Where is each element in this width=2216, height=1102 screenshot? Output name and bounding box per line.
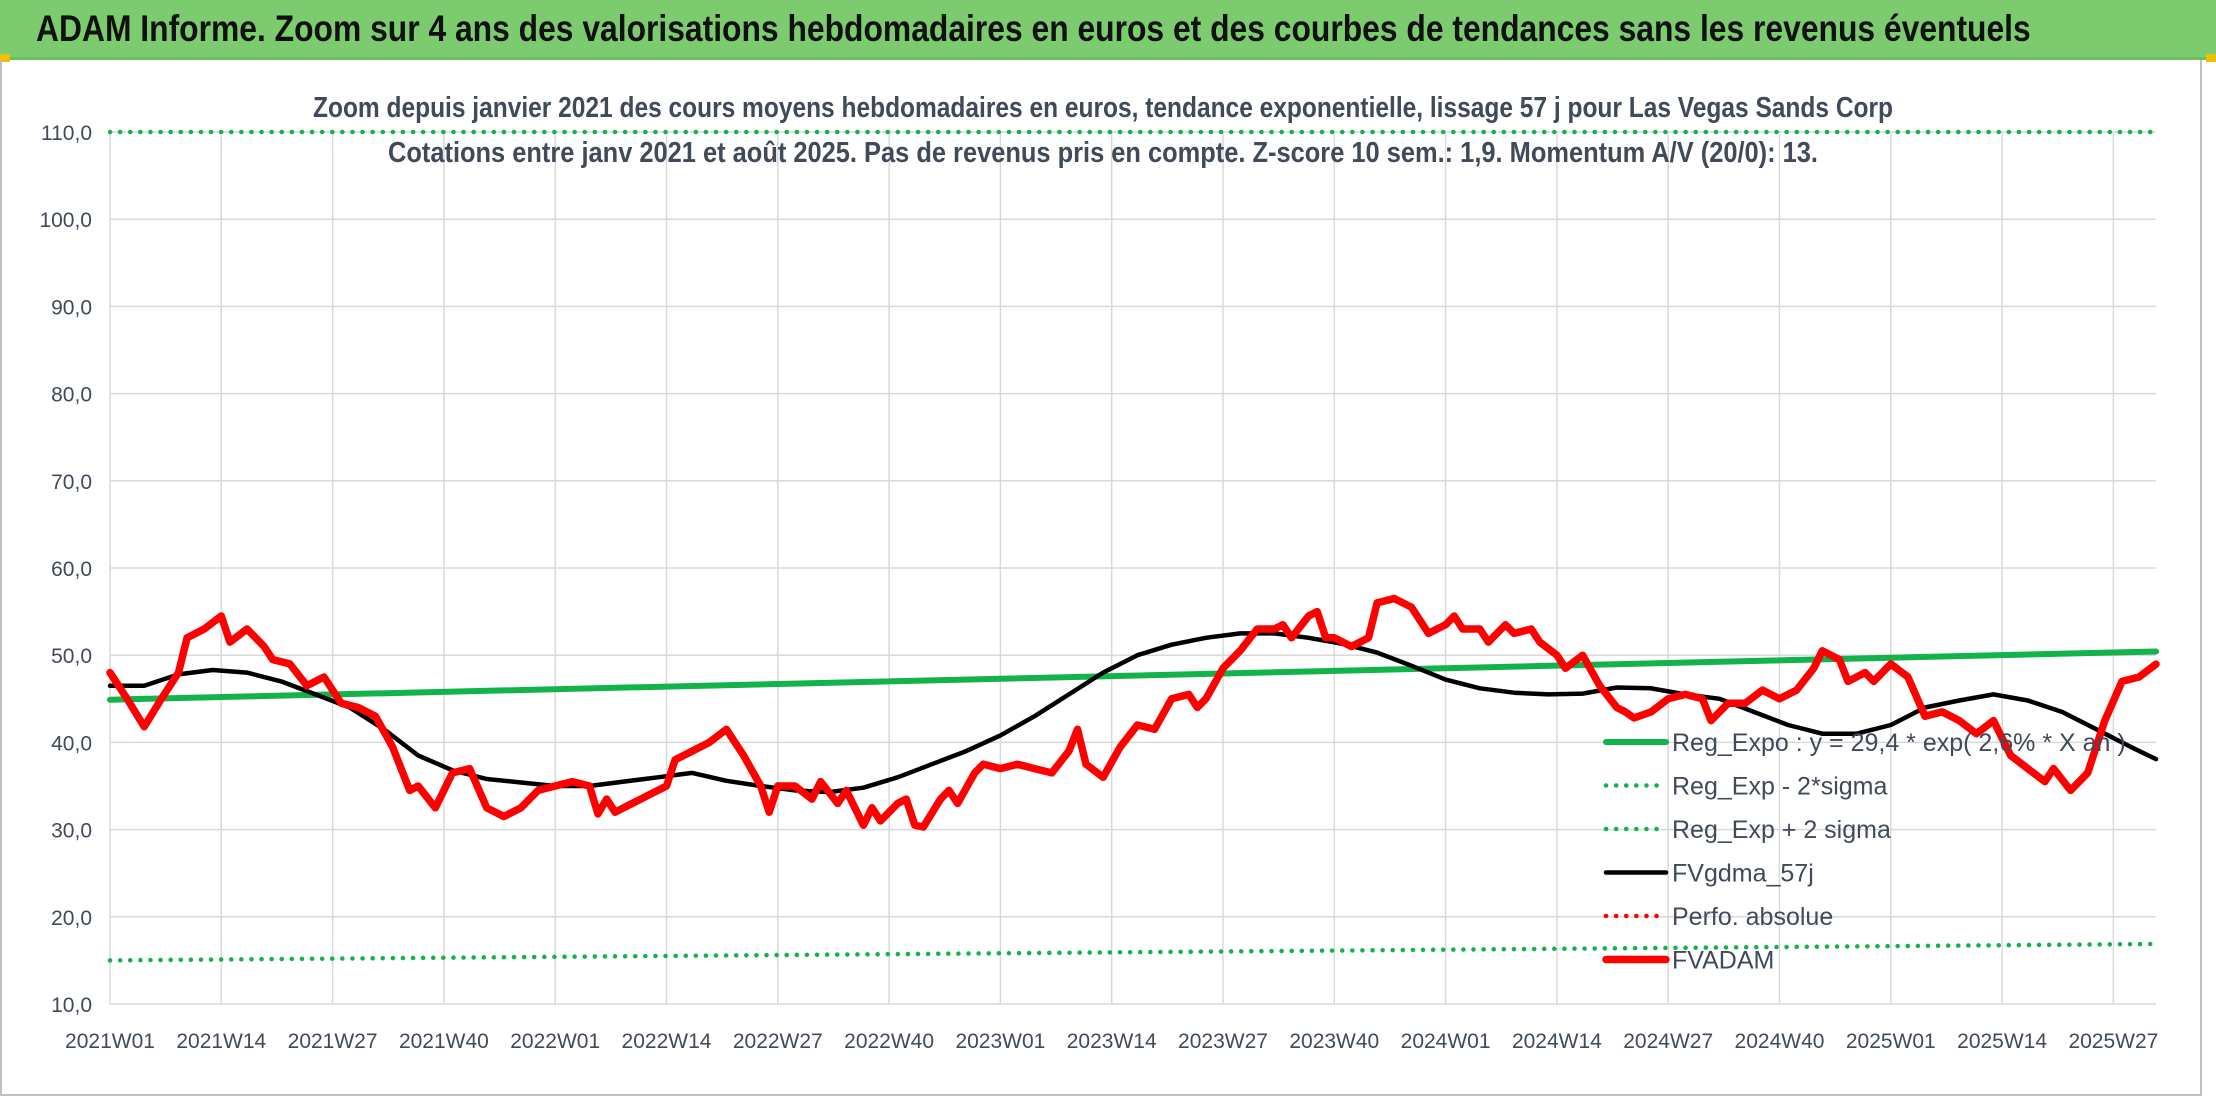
x-tick-label: 2024W14 xyxy=(1512,1030,1602,1053)
legend-label: Perfo. absolue xyxy=(1672,903,1833,931)
series-line xyxy=(106,594,2160,831)
x-tick-label: 2023W01 xyxy=(955,1030,1045,1053)
x-tick-label: 2024W01 xyxy=(1401,1030,1491,1053)
x-tick-label: 2022W14 xyxy=(622,1030,712,1053)
legend-label: FVADAM xyxy=(1672,947,1774,975)
x-tick-label: 2022W27 xyxy=(733,1030,823,1053)
report-title: ADAM Informe. Zoom sur 4 ans des valoris… xyxy=(36,8,2031,49)
legend-label: FVgdma_57j xyxy=(1672,860,1814,888)
x-tick-label: 2021W27 xyxy=(288,1030,378,1053)
x-tick-label: 2023W27 xyxy=(1178,1030,1268,1053)
chart-grid xyxy=(109,131,2156,1005)
legend-label: Reg_Exp + 2 sigma xyxy=(1672,816,1891,844)
banner-accent-right xyxy=(2206,54,2216,62)
y-tick-label: 40,0 xyxy=(51,732,92,755)
x-tick-label: 2021W14 xyxy=(176,1030,266,1053)
y-tick-label: 90,0 xyxy=(51,296,92,319)
x-tick-label: 2023W14 xyxy=(1067,1030,1157,1053)
x-tick-label: 2021W01 xyxy=(65,1030,155,1053)
chart-frame xyxy=(0,60,2202,1096)
chart-series xyxy=(106,129,2160,963)
y-tick-label: 80,0 xyxy=(51,384,92,407)
report-banner: ADAM Informe. Zoom sur 4 ans des valoris… xyxy=(0,0,2216,60)
y-tick-label: 20,0 xyxy=(51,907,92,930)
y-tick-label: 50,0 xyxy=(51,645,92,668)
y-tick-label: 70,0 xyxy=(51,471,92,494)
legend-label: Reg_Exp - 2*sigma xyxy=(1672,773,1887,801)
y-tick-label: 60,0 xyxy=(51,558,92,581)
x-tick-label: 2025W14 xyxy=(1957,1030,2047,1053)
banner-accent-left xyxy=(0,54,10,62)
x-axis-ticks: 2021W01 2021W14 2021W27 2021W40 2022W01 2022W… xyxy=(65,1030,2158,1053)
chart-title-line1: Zoom depuis janvier 2021 des cours moyen… xyxy=(313,92,1893,124)
x-tick-label: 2025W27 xyxy=(2068,1030,2158,1053)
chart-title-line2: Cotations entre janv 2021 et août 2025. … xyxy=(388,137,1818,169)
x-tick-label: 2025W01 xyxy=(1846,1030,1936,1053)
y-tick-label: 100,0 xyxy=(39,209,92,232)
x-tick-label: 2024W27 xyxy=(1623,1030,1713,1053)
x-tick-label: 2022W40 xyxy=(844,1030,934,1053)
x-tick-label: 2023W40 xyxy=(1289,1030,1379,1053)
y-tick-label: 110,0 xyxy=(41,122,92,145)
y-tick-label: 10,0 xyxy=(51,994,92,1017)
y-tick-label: 30,0 xyxy=(51,820,92,843)
y-axis-ticks: 10,0 20,0 30,0 40,0 50,0 60,0 70,0 80,0 90,0 100,… xyxy=(39,122,92,1017)
x-tick-label: 2021W40 xyxy=(399,1030,489,1053)
x-tick-label: 2024W40 xyxy=(1735,1030,1825,1053)
chart-legend: Reg_Expo : y = 29,4 * exp( 2,6% * X an )… xyxy=(1602,729,2126,975)
series-line xyxy=(107,941,2159,963)
x-tick-label: 2022W01 xyxy=(510,1030,600,1053)
legend-label: Reg_Expo : y = 29,4 * exp( 2,6% * X an ) xyxy=(1672,729,2126,757)
